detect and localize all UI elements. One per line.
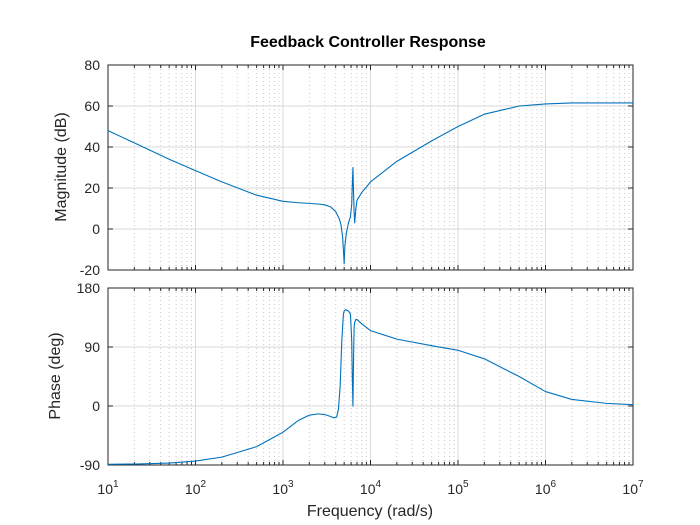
magnitude-panel: -20 0 20 40 60 80 xyxy=(80,57,634,278)
magnitude-axes-frame xyxy=(107,64,634,271)
x-tick-label: 104 xyxy=(360,479,382,497)
phase-y-tick-label: 0 xyxy=(92,398,100,414)
phase-y-tick-label: -90 xyxy=(80,457,100,473)
frequency-axis-label: Frequency (rad/s) xyxy=(307,503,433,520)
x-tick-label: 102 xyxy=(185,479,207,497)
x-tick-label: 103 xyxy=(272,479,294,497)
phase-y-tick-label: 180 xyxy=(77,280,101,296)
magnitude-y-tick-label: 0 xyxy=(92,221,100,237)
x-tick-label: 106 xyxy=(535,479,557,497)
chart-title: Feedback Controller Response xyxy=(250,34,486,51)
x-tick-label: 107 xyxy=(622,479,644,497)
phase-series-line xyxy=(107,309,634,465)
x-tick-label: 105 xyxy=(447,479,469,497)
phase-y-tick-label: 90 xyxy=(84,339,100,355)
magnitude-y-tick-label: 60 xyxy=(84,98,100,114)
magnitude-series-line xyxy=(107,102,633,265)
phase-axis-label: Phase (deg) xyxy=(47,332,64,419)
x-tick-label: 101 xyxy=(97,479,119,497)
magnitude-y-tick-label: 40 xyxy=(84,139,100,155)
phase-panel: -90 0 90 180 101 102 103 104 105 106 107 xyxy=(77,280,644,497)
phase-axes-frame xyxy=(107,287,634,466)
magnitude-axis-label: Magnitude (dB) xyxy=(53,112,70,221)
magnitude-y-tick-label: 80 xyxy=(84,57,100,73)
magnitude-y-tick-label: 20 xyxy=(84,180,100,196)
magnitude-y-tick-label: -20 xyxy=(80,262,100,278)
